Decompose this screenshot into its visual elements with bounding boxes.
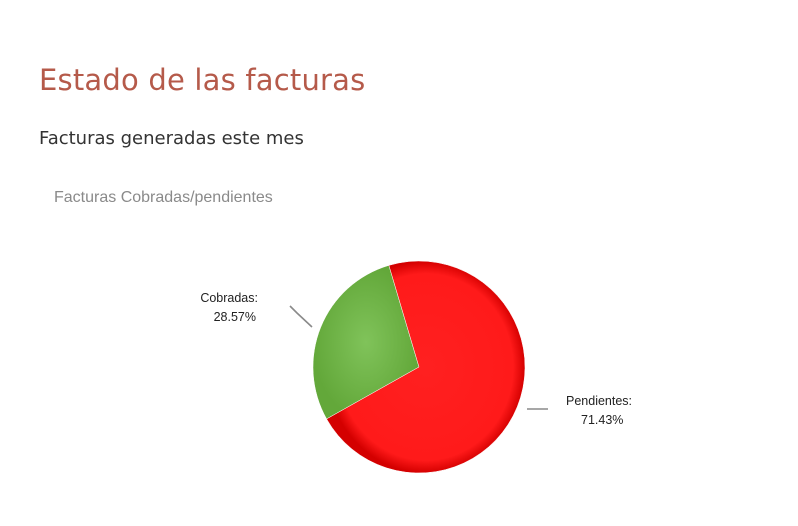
chart-panel: Facturas Cobradas/pendientes Cobradas: 28… xyxy=(0,175,798,526)
slice-label-cobradas: Cobradas: xyxy=(200,291,258,305)
pie-slice-pendientes[interactable] xyxy=(326,260,526,474)
slice-label-pendientes: Pendientes: xyxy=(566,394,632,408)
chart-title: Facturas Cobradas/pendientes xyxy=(54,189,273,206)
slice-value-pendientes: 71.43% xyxy=(581,413,623,427)
page-title: Estado de las facturas xyxy=(39,63,366,97)
pie-chart: Cobradas: 28.57% Pendientes: 71.43% xyxy=(200,260,632,474)
pie-slice-cobradas[interactable] xyxy=(312,265,420,420)
section-title: Facturas generadas este mes xyxy=(39,128,304,149)
leader-line-cobradas xyxy=(289,305,313,328)
slice-value-cobradas: 28.57% xyxy=(214,310,256,324)
